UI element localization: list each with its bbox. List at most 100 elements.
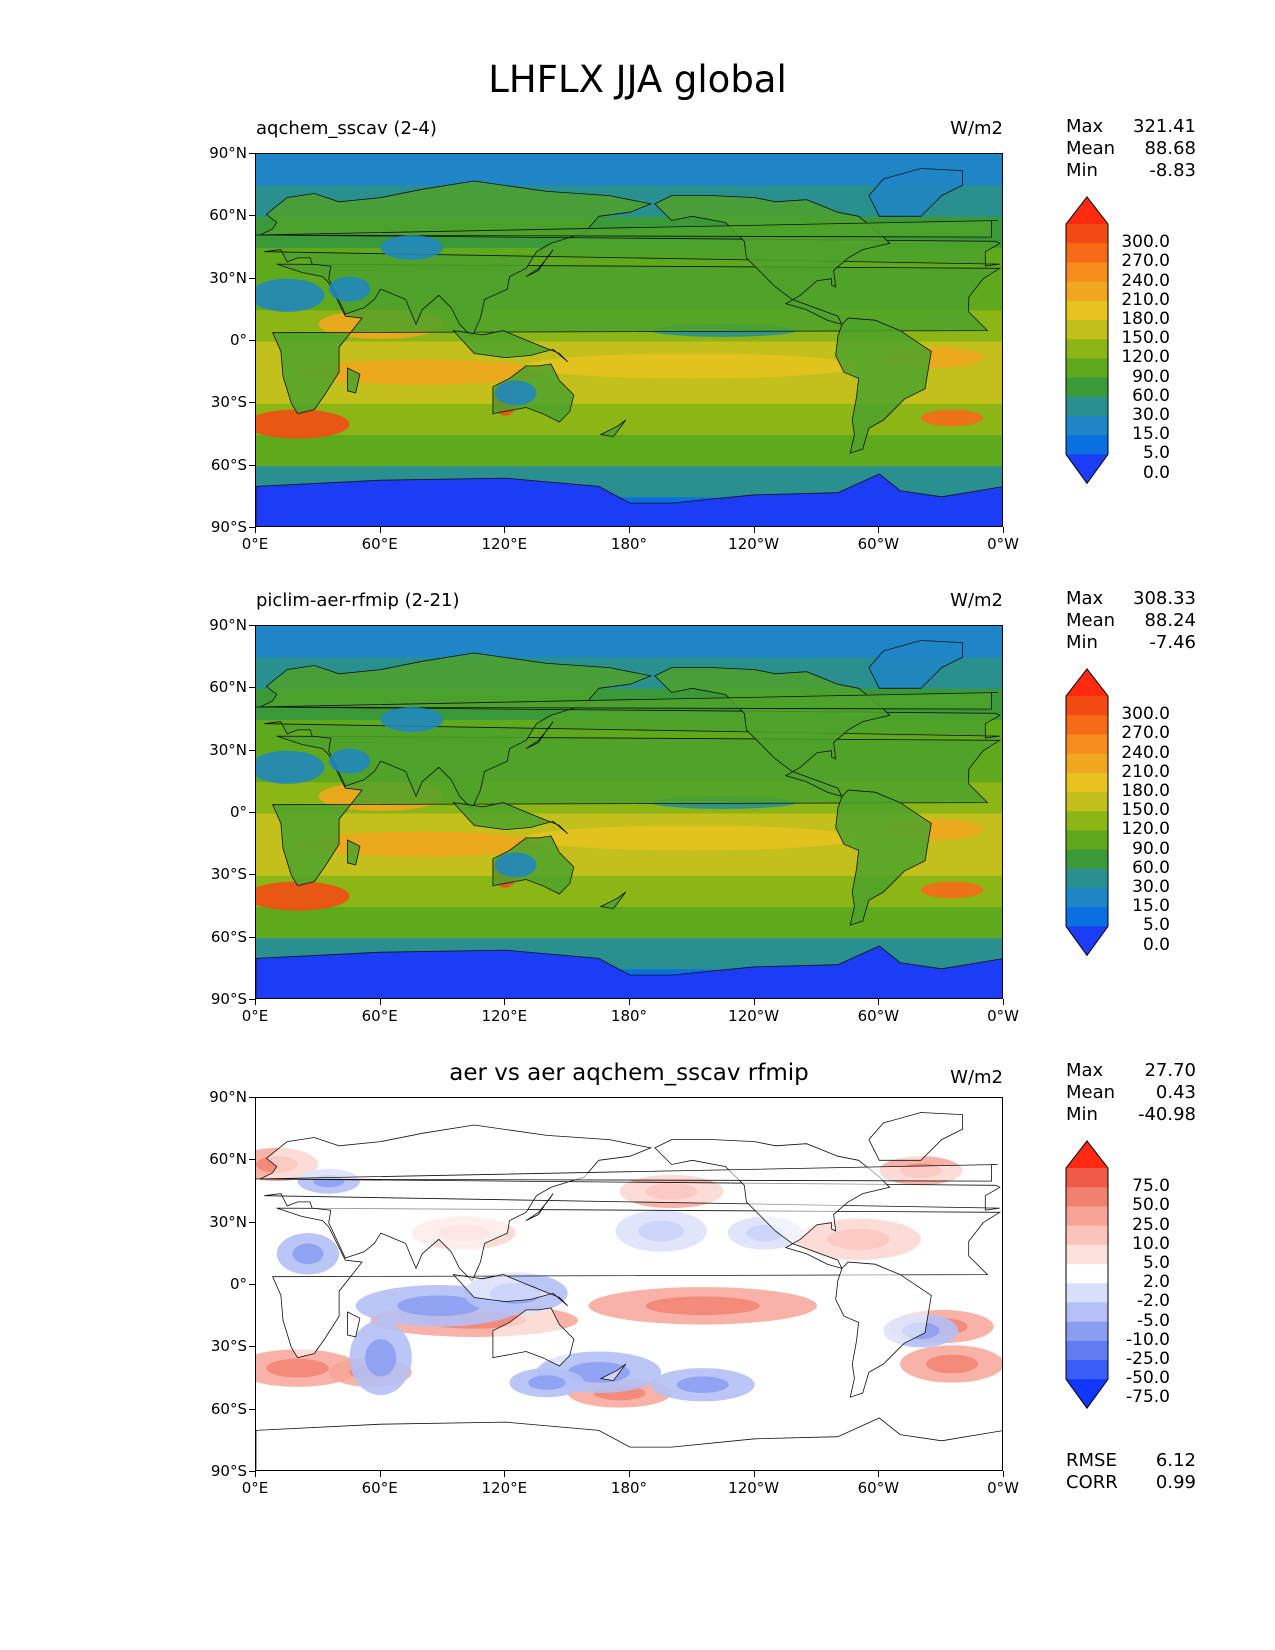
colorbar-tick-label: 50.0 bbox=[1132, 1195, 1170, 1216]
map-area bbox=[255, 1097, 1003, 1471]
rmse-label: RMSE bbox=[1066, 1450, 1117, 1471]
fit-stats: RMSE 6.12 CORR 0.99 bbox=[1066, 1450, 1196, 1494]
colorbar-tick-label: 210.0 bbox=[1121, 289, 1170, 310]
colorbar-bottom-arrow bbox=[1066, 1379, 1108, 1409]
rmse-value: 6.12 bbox=[1155, 1450, 1196, 1471]
colorbar-band bbox=[1066, 339, 1108, 359]
colorbar-band bbox=[1066, 1283, 1108, 1303]
lat-tick bbox=[249, 749, 255, 751]
lon-tick-label: 0°W bbox=[987, 535, 1019, 553]
colorbar-band bbox=[1066, 1168, 1108, 1188]
colorbar-tick-label: 150.0 bbox=[1121, 328, 1170, 349]
colorbar-bottom-arrow bbox=[1066, 926, 1108, 956]
lon-tick-label: 0°W bbox=[987, 1007, 1019, 1025]
lat-tick bbox=[249, 215, 255, 217]
colorbar-tick-label: 75.0 bbox=[1132, 1176, 1170, 1197]
colorbar-band bbox=[1066, 396, 1108, 417]
colorbar-tick-label: 25.0 bbox=[1132, 1214, 1170, 1235]
land-mass bbox=[256, 692, 998, 710]
lon-tick-label: 0°E bbox=[241, 535, 269, 553]
lon-tick-label: 0°E bbox=[241, 1007, 269, 1025]
land-mass bbox=[347, 839, 361, 866]
lat-tick bbox=[249, 1471, 255, 1472]
mean-label: Mean bbox=[1066, 1082, 1116, 1103]
max-label: Max bbox=[1066, 1060, 1104, 1081]
lon-tick bbox=[379, 1471, 381, 1477]
map-feature bbox=[256, 409, 350, 439]
land-outline bbox=[868, 1112, 963, 1161]
lat-tick-label: 0° bbox=[229, 1275, 247, 1293]
lon-tick-label: 60°E bbox=[361, 1007, 398, 1025]
colorbar-outline bbox=[1065, 196, 1109, 485]
map-feature bbox=[297, 831, 547, 857]
lon-tick-label: 120°E bbox=[481, 1479, 528, 1497]
land-mass bbox=[599, 419, 627, 438]
land-mass bbox=[868, 640, 963, 689]
land-mass bbox=[452, 330, 568, 363]
land-mass bbox=[452, 802, 568, 835]
colorbar-band bbox=[1066, 811, 1108, 831]
colorbar-tick-label: -2.0 bbox=[1136, 1291, 1170, 1312]
colorbar-tick-label: -5.0 bbox=[1136, 1310, 1170, 1331]
dry-region bbox=[328, 276, 371, 302]
lon-tick bbox=[255, 999, 256, 1005]
lat-tick-label: 60°S bbox=[210, 455, 247, 474]
colorbar-band bbox=[1066, 1244, 1108, 1265]
lat-tick bbox=[249, 277, 255, 279]
lon-tick-label: 120°W bbox=[728, 1007, 780, 1025]
map-area bbox=[255, 625, 1003, 999]
lat-tick-label: 90°N bbox=[209, 616, 247, 634]
map-band bbox=[256, 154, 1002, 186]
colorbar-tick-label: 30.0 bbox=[1132, 405, 1170, 425]
lat-tick-label: 30°S bbox=[210, 865, 247, 884]
max-value: 308.33 bbox=[1133, 588, 1196, 609]
land-outline bbox=[256, 1417, 1002, 1470]
colorbar-tick-label: 270.0 bbox=[1121, 723, 1170, 744]
dry-region bbox=[380, 707, 443, 732]
mean-label: Mean bbox=[1066, 610, 1116, 631]
lon-tick bbox=[878, 527, 880, 533]
corr-value: 0.99 bbox=[1155, 1472, 1196, 1493]
stats-box: Max 308.33 Mean 88.24 Min -7.46 bbox=[1066, 588, 1196, 654]
colorbar-svg bbox=[1065, 1140, 1109, 1410]
colorbar-tick-label: 15.0 bbox=[1132, 424, 1170, 445]
lat-tick-label: 0° bbox=[229, 331, 247, 349]
colorbar-band bbox=[1066, 907, 1108, 927]
colorbar-band bbox=[1066, 734, 1108, 754]
colorbar-tick-label: 150.0 bbox=[1121, 800, 1170, 821]
lon-tick bbox=[255, 1471, 256, 1477]
lon-tick bbox=[379, 999, 381, 1005]
colorbar-band bbox=[1066, 792, 1108, 812]
max-value: 321.41 bbox=[1133, 116, 1196, 137]
land-mass bbox=[868, 168, 963, 217]
lon-tick bbox=[629, 999, 630, 1005]
lon-tick-label: 0°E bbox=[241, 1479, 269, 1497]
colorbar-band bbox=[1066, 281, 1108, 302]
colorbar-tick-label: 240.0 bbox=[1121, 270, 1170, 291]
colorbar-top-arrow bbox=[1066, 669, 1108, 696]
lat-tick-label: 30°S bbox=[210, 393, 247, 412]
min-label: Min bbox=[1066, 632, 1098, 653]
figure-title: LHFLX JJA global bbox=[488, 58, 787, 101]
map-feature bbox=[920, 881, 984, 899]
dry-region bbox=[494, 380, 537, 406]
colorbar-band bbox=[1066, 320, 1108, 340]
lon-tick-label: 120°E bbox=[481, 535, 528, 553]
lon-tick bbox=[504, 999, 506, 1005]
positive-anomaly-core bbox=[926, 1354, 979, 1374]
lon-tick-label: 120°E bbox=[481, 1007, 528, 1025]
colorbar-band bbox=[1066, 753, 1108, 774]
negative-anomaly-core bbox=[397, 1295, 481, 1317]
panel-title: aqchem_sscav (2-4) bbox=[256, 118, 437, 139]
min-value: -40.98 bbox=[1137, 1104, 1196, 1125]
colorbar-tick-label: -25.0 bbox=[1126, 1349, 1170, 1369]
colorbar-band bbox=[1066, 1340, 1108, 1361]
land-mass bbox=[525, 249, 554, 277]
mean-label: Mean bbox=[1066, 138, 1116, 159]
lon-tick-label: 180° bbox=[610, 1007, 648, 1025]
lat-tick-label: 90°N bbox=[209, 1088, 247, 1106]
colorbar-band bbox=[1066, 1225, 1108, 1246]
lat-tick bbox=[249, 687, 255, 689]
map-svg bbox=[256, 1098, 1002, 1470]
stats-box: Max 321.41 Mean 88.68 Min -8.83 bbox=[1066, 116, 1196, 182]
